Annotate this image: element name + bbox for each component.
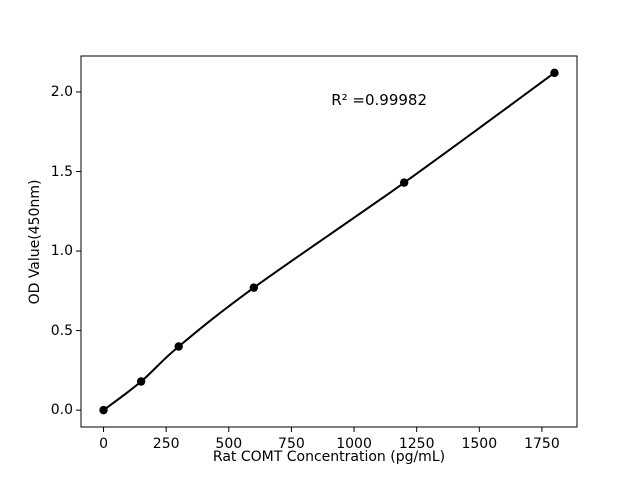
x-tick-label: 250	[152, 436, 180, 452]
y-tick-label: 0.5	[50, 322, 73, 339]
y-tick-label: 1.5	[50, 163, 73, 180]
x-tick-label: 0	[99, 436, 108, 452]
x-axis-label: Rat COMT Concentration (pg/mL)	[212, 449, 446, 465]
r-squared-annotation: R² =0.99982	[331, 90, 427, 109]
data-point-marker	[174, 342, 183, 351]
x-tick-label: 1250	[398, 436, 435, 452]
y-tick-label: 1.0	[50, 243, 73, 260]
y-tick-label: 2.0	[50, 83, 73, 100]
data-point-marker	[399, 178, 409, 187]
data-point-marker	[136, 377, 146, 386]
x-tick-label: 1000	[336, 436, 372, 452]
x-tick-label: 500	[215, 436, 243, 452]
data-point-marker	[550, 68, 559, 78]
y-axis-label: OD Value(450nm)	[27, 179, 43, 304]
x-tick-label: 1500	[461, 436, 498, 452]
fit-line	[102, 71, 556, 412]
data-point-marker	[99, 405, 108, 415]
data-point-marker	[249, 283, 259, 292]
y-tick-label: 0.0	[50, 402, 73, 419]
x-tick-label: 1750	[524, 436, 560, 452]
axes-border	[80, 55, 578, 428]
x-tick-label: 750	[278, 436, 305, 452]
